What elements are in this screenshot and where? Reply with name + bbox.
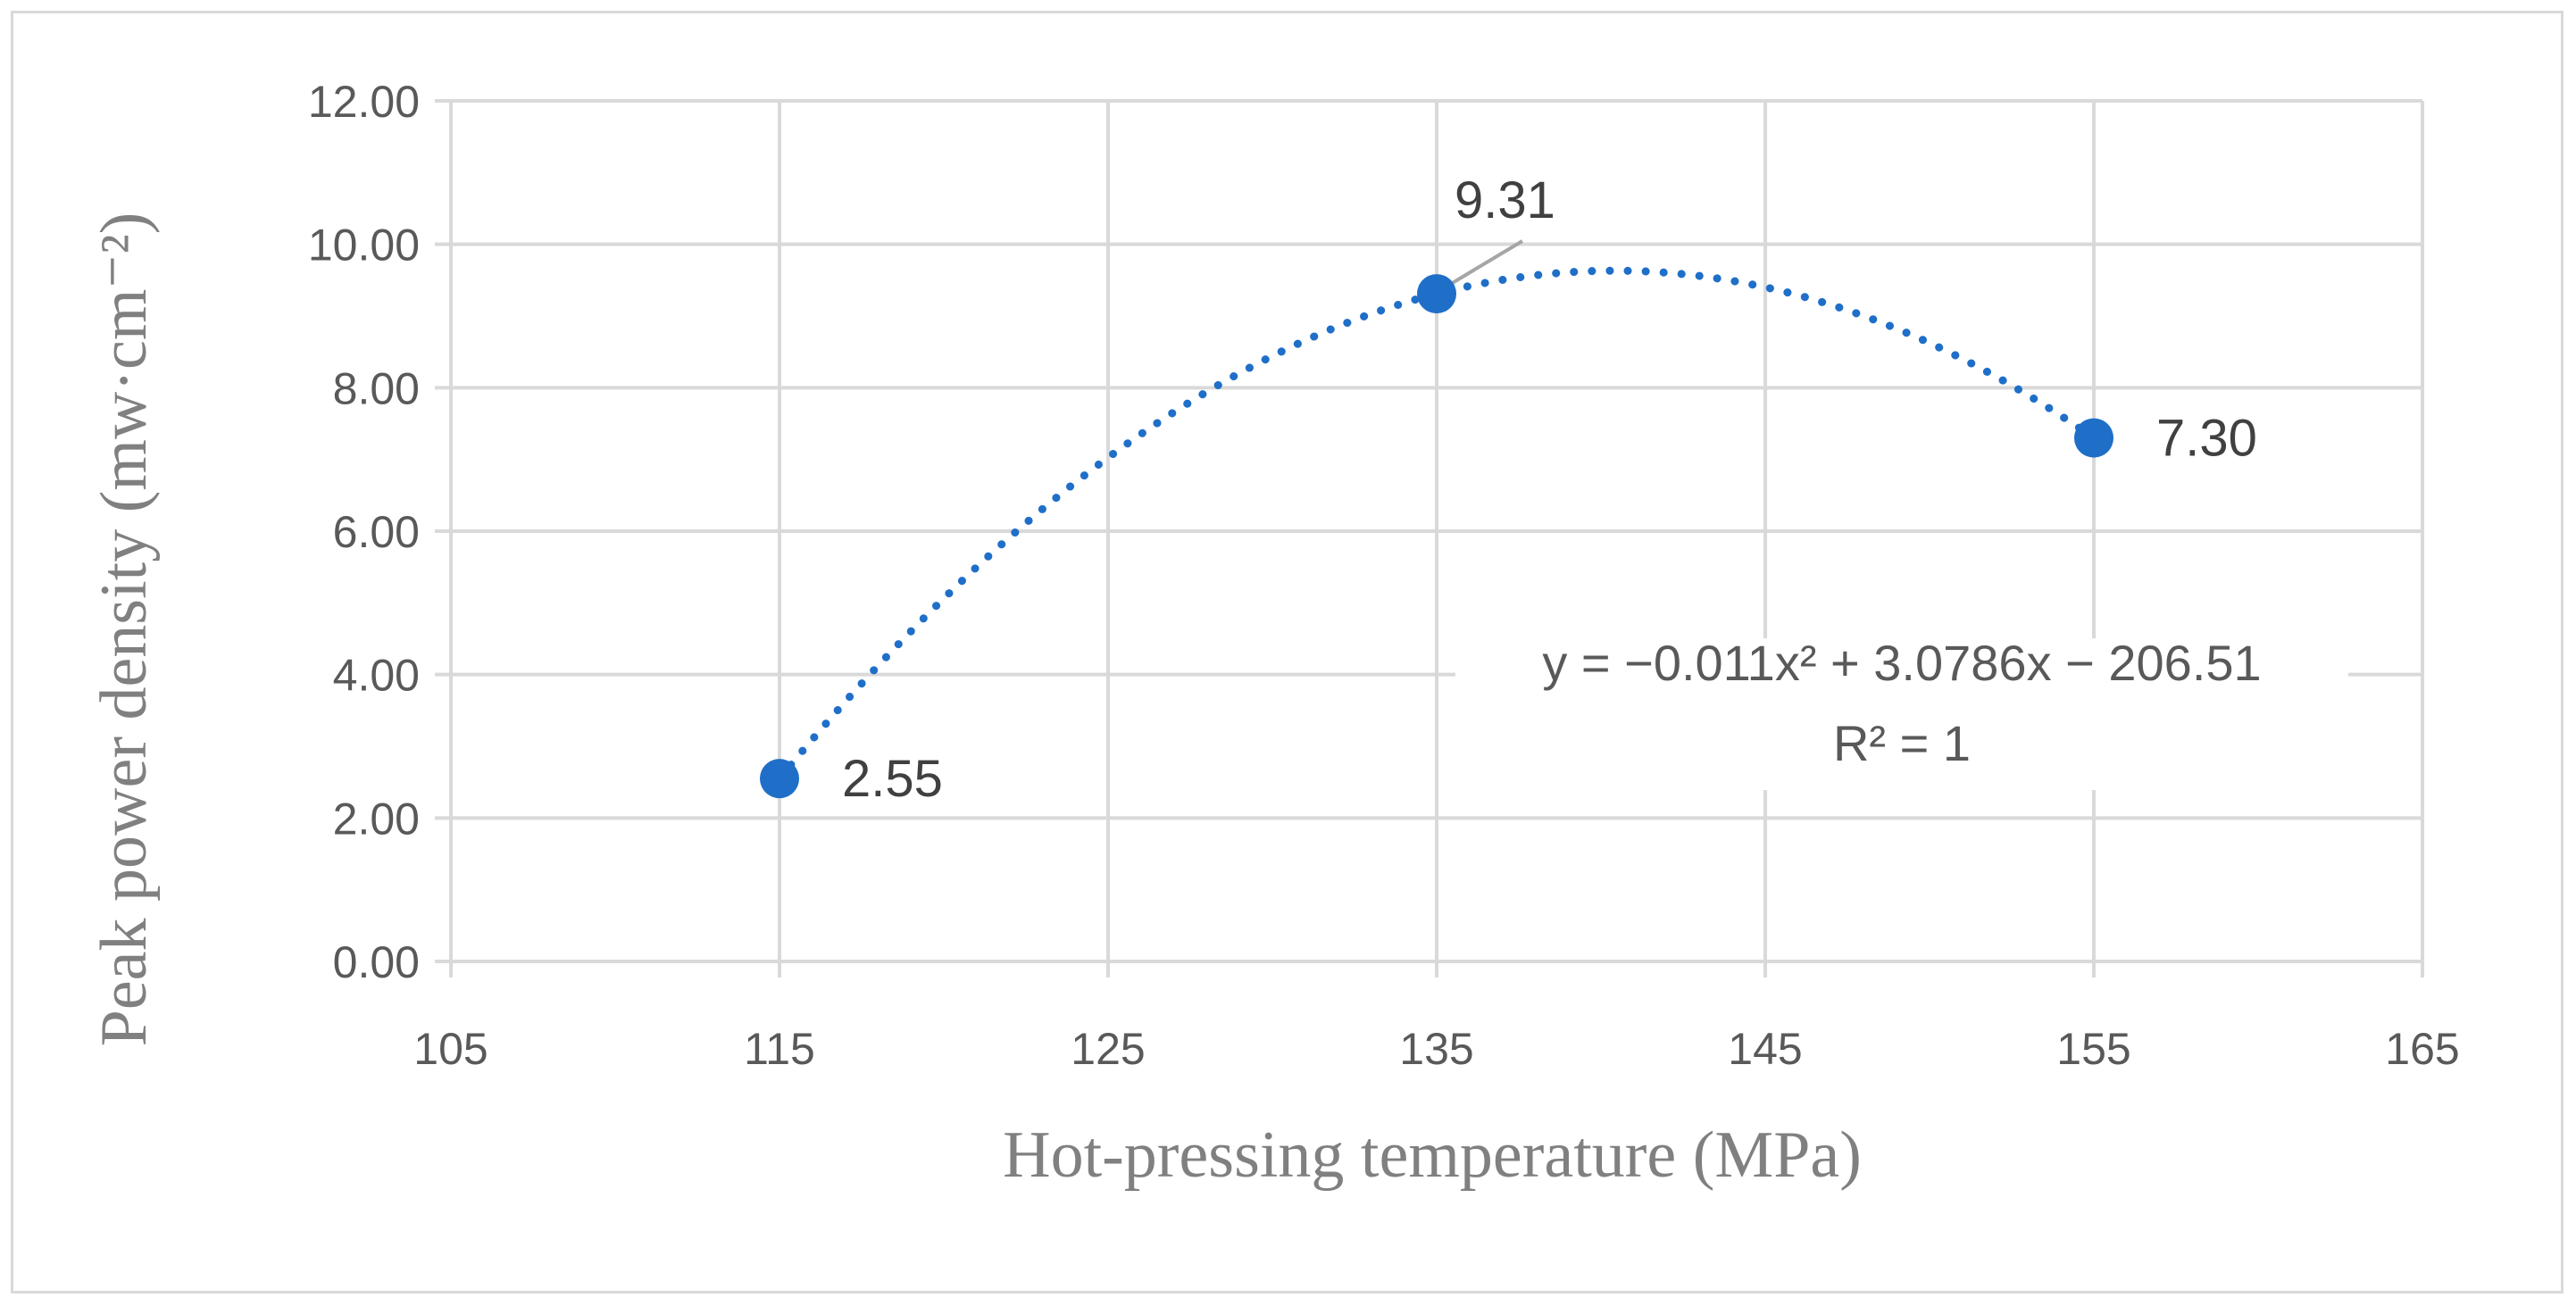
data-label: 7.30: [2156, 410, 2257, 468]
x-tick-label: 165: [2385, 1024, 2459, 1074]
data-label: 2.55: [842, 750, 943, 808]
y-tick-label: 4.00: [333, 651, 420, 701]
data-point: [2074, 418, 2113, 458]
data-point: [1417, 274, 1456, 314]
y-tick-label: 10.00: [308, 220, 420, 270]
x-axis-title: Hot-pressing temperature (MPa): [1003, 1119, 1862, 1192]
trendline-equation-text: y = −0.011x² + 3.0786x − 206.51: [1542, 635, 2261, 691]
y-tick-label: 0.00: [333, 937, 420, 987]
y-tick-label: 8.00: [333, 363, 420, 413]
x-tick-label: 125: [1071, 1024, 1145, 1074]
data-point: [760, 759, 799, 799]
y-axis-title: Peak power density (mw·cm⁻²): [88, 212, 161, 1047]
gridlines: [435, 99, 2424, 977]
y-tick-label: 6.00: [333, 507, 420, 557]
x-tick-label: 145: [1728, 1024, 1802, 1074]
r-squared-text: R² = 1: [1833, 715, 1971, 771]
x-tick-label: 135: [1399, 1024, 1473, 1074]
y-tick-label: 12.00: [308, 77, 420, 127]
leader-line: [1438, 239, 1524, 292]
data-label: 9.31: [1455, 171, 1555, 229]
x-tick-label: 115: [744, 1024, 815, 1074]
data-labels: 2.55 9.31 7.30: [842, 171, 2257, 808]
leader-lines: [1438, 239, 1524, 292]
trendline-equation: y = −0.011x² + 3.0786x − 206.51 R² = 1: [1455, 635, 2348, 790]
tick-labels: 105 115 125 135 145 155 165 0.00 2.00 4.00 6.00 8.0…: [308, 77, 2460, 1074]
x-tick-label: 155: [2056, 1024, 2130, 1074]
x-tick-label: 105: [413, 1024, 488, 1074]
trendline: [775, 266, 2098, 783]
y-tick-label: 2.00: [333, 794, 420, 844]
data-points: [760, 274, 2113, 799]
